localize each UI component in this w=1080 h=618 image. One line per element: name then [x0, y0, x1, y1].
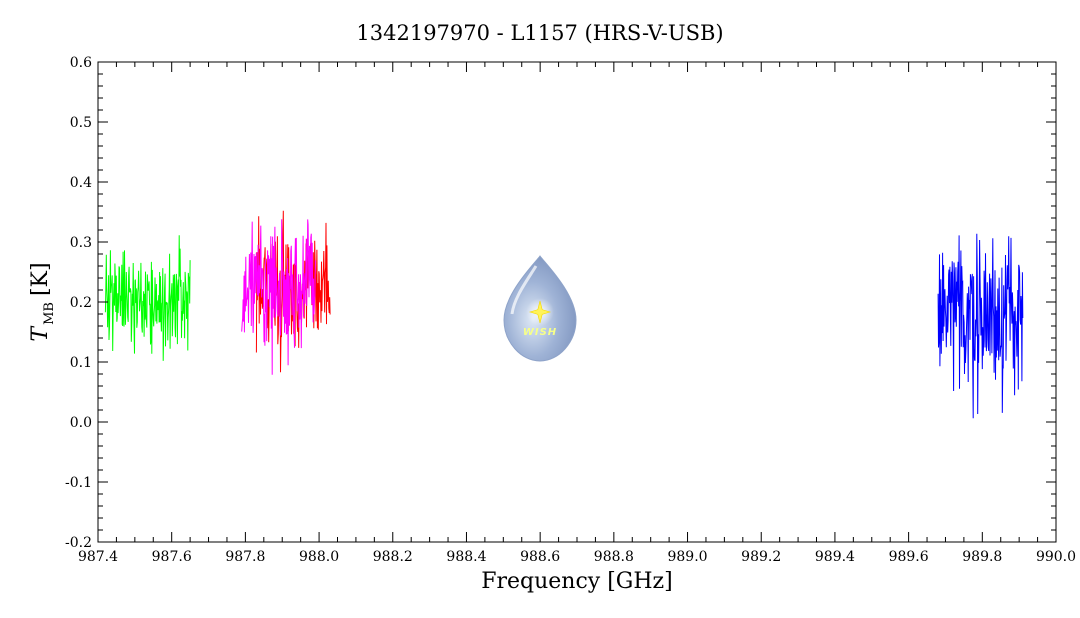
y-tick-label: 0.3 — [70, 235, 92, 251]
x-tick-label: 987.6 — [152, 549, 192, 565]
y-tick-label: 0.5 — [70, 115, 92, 131]
y-tick-label: 0.1 — [70, 355, 92, 371]
spectrum-series-4 — [937, 233, 1024, 419]
y-axis: -0.2 -0.1 0.0 0.1 0.2 0.3 0.4 0.5 0.6 — [65, 55, 1056, 551]
wish-droplet-logo: WISH — [503, 255, 577, 362]
y-axis-label: TMB [K] — [28, 262, 57, 341]
y-tick-label: 0.2 — [70, 295, 92, 311]
chart-title: 1342197970 - L1157 (HRS-V-USB) — [356, 21, 723, 45]
y-tick-label: -0.1 — [65, 475, 92, 491]
y-tick-label: 0.0 — [70, 415, 92, 431]
x-tick-label: 987.4 — [78, 549, 118, 565]
series-layer — [104, 210, 1024, 419]
spectrum-series-1 — [104, 235, 191, 361]
y-tick-label: 0.4 — [70, 175, 92, 191]
x-tick-label: 989.0 — [667, 549, 707, 565]
x-axis-label: Frequency [GHz] — [481, 569, 673, 594]
x-tick-label: 988.4 — [446, 549, 486, 565]
x-axis: 987.4 987.6 987.8 988.0 988.2 988.4 988.6 988.8… — [78, 62, 1076, 565]
x-tick-label: 988.8 — [594, 549, 634, 565]
x-tick-label: 988.2 — [373, 549, 413, 565]
spectrum-series-2 — [255, 210, 331, 373]
x-tick-label: 989.2 — [741, 549, 781, 565]
x-tick-label: 989.4 — [815, 549, 855, 565]
spectrum-series-3 — [241, 219, 316, 375]
x-tick-label: 989.6 — [889, 549, 929, 565]
plot-frame — [97, 61, 1057, 543]
x-tick-label: 987.8 — [225, 549, 265, 565]
y-axis-label-symbol: T — [28, 325, 53, 342]
x-tick-label: 989.8 — [962, 549, 1002, 565]
y-tick-label: 0.6 — [70, 55, 92, 71]
y-axis-label-unit: [K] — [28, 262, 53, 296]
x-tick-label: 988.6 — [520, 549, 560, 565]
x-tick-label: 990.0 — [1036, 549, 1076, 565]
wish-logo-text: WISH — [523, 327, 557, 338]
y-axis-label-subscript: MB — [42, 302, 57, 325]
y-tick-label: -0.2 — [65, 535, 92, 551]
x-tick-label: 988.0 — [299, 549, 339, 565]
